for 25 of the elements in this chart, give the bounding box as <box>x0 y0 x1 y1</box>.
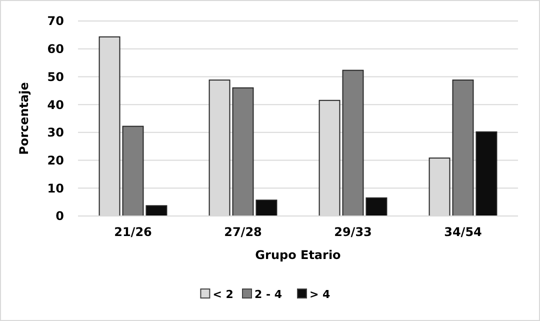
bar <box>342 70 364 216</box>
bar <box>122 126 144 216</box>
x-tick-label: 21/26 <box>114 225 152 239</box>
y-tick-label: 70 <box>47 14 64 28</box>
bar <box>476 131 498 216</box>
y-tick-label: 0 <box>56 209 64 224</box>
bar <box>366 197 388 216</box>
y-tick-label: 60 <box>47 42 64 56</box>
bar <box>452 80 474 216</box>
x-axis-title: Grupo Etario <box>255 248 341 262</box>
bar <box>256 200 278 216</box>
y-axis-title: Porcentaje <box>17 82 31 155</box>
legend-label: > 4 <box>310 288 331 301</box>
legend-label: < 2 <box>212 288 234 301</box>
y-tick-label: 30 <box>47 126 64 140</box>
x-tick-label: 27/28 <box>224 225 262 239</box>
legend-label: 2 - 4 <box>254 288 282 301</box>
y-tick-label: 40 <box>47 98 64 112</box>
x-tick-label: 34/54 <box>444 225 482 239</box>
bar <box>232 87 254 216</box>
x-tick-label: 29/33 <box>334 225 372 239</box>
y-tick-label: 50 <box>47 70 64 84</box>
y-tick-label: 10 <box>47 181 64 196</box>
y-tick-label: 20 <box>47 153 64 168</box>
bar <box>146 205 168 216</box>
